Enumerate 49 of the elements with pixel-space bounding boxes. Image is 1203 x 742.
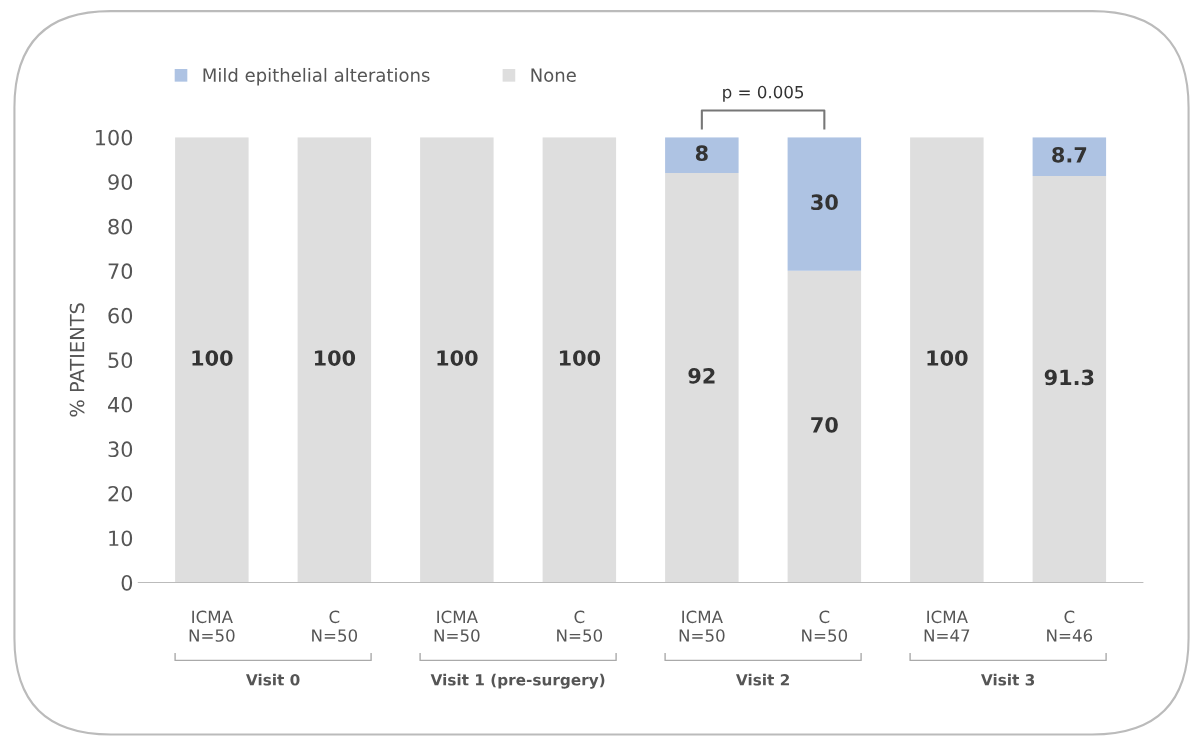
bar <box>297 137 372 583</box>
data-label: 8.7 <box>1052 146 1087 163</box>
y-tick-label: 90 <box>108 174 133 190</box>
legend-label: Mild epithelial alterations <box>203 67 430 86</box>
x-tick-label: ICMA N=47 <box>924 610 970 642</box>
bar <box>420 137 494 583</box>
text: p = 0.005 <box>723 85 804 102</box>
bar <box>1032 176 1107 583</box>
x-tick-label: C N=46 <box>1047 610 1093 642</box>
y-tick-label: 10 <box>109 530 133 547</box>
x-tick-label: C N=50 <box>802 610 848 642</box>
y-tick-label: 30 <box>108 441 133 458</box>
data-label: 91.3 <box>1044 369 1094 386</box>
y-tick-label: 70 <box>108 263 133 280</box>
bar <box>665 172 739 583</box>
bar <box>665 137 739 173</box>
bar <box>542 137 617 583</box>
data-label: 100 <box>192 350 233 366</box>
data-label: 8 <box>695 145 708 162</box>
y-tick-label: 100 <box>96 129 133 146</box>
bar <box>910 137 984 583</box>
y-axis-title: % PATIENTS <box>69 303 85 417</box>
legend-label: None <box>531 68 576 82</box>
x-tick-label: ICMA N=50 <box>189 610 235 642</box>
text: Visit 2 <box>735 673 789 686</box>
y-tick-label: 20 <box>108 485 133 502</box>
x-tick-label: C N=50 <box>557 610 603 642</box>
x-tick-label: ICMA N=50 <box>434 610 480 642</box>
bar <box>787 270 862 583</box>
y-tick-label: 60 <box>108 307 133 324</box>
data-label: 100 <box>437 350 478 366</box>
bar <box>1032 137 1107 176</box>
y-tick-label: 80 <box>108 218 133 235</box>
y-tick-label: 0 <box>121 574 133 591</box>
data-label: 100 <box>559 350 601 366</box>
data-label: 92 <box>688 367 715 384</box>
data-label: 70 <box>811 416 838 433</box>
bar <box>787 137 862 271</box>
y-tick-label: 40 <box>107 396 133 413</box>
data-label: 30 <box>811 194 838 211</box>
text: Visit 1 (pre-surgery) <box>430 673 605 689</box>
x-tick-label: ICMA N=50 <box>679 610 725 642</box>
data-label: 100 <box>314 350 356 366</box>
bar <box>175 137 249 583</box>
y-tick-label: 50 <box>108 352 133 369</box>
data-label: 100 <box>927 350 968 366</box>
text: Visit 3 <box>980 673 1035 686</box>
x-tick-label: C N=50 <box>312 610 358 642</box>
text: Visit 0 <box>245 673 300 686</box>
